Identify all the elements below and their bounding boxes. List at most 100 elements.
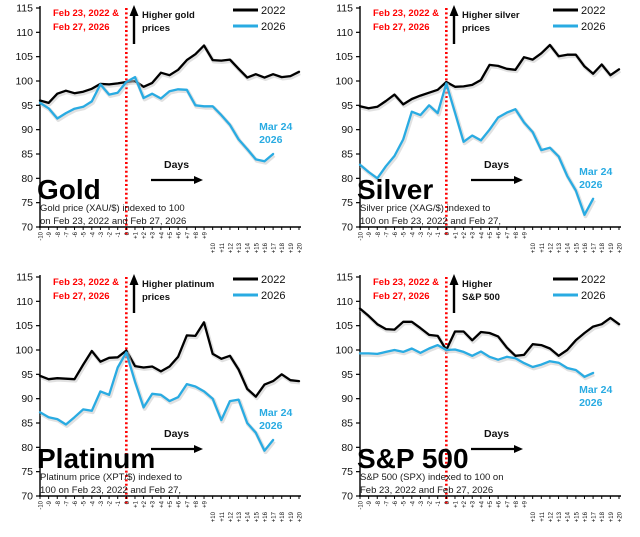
x-tick-label: -8 — [56, 500, 62, 506]
series-2026-line — [38, 351, 275, 452]
x-tick-label: -9 — [47, 500, 53, 506]
chart-subtitle-line: S&P 500 (SPX) indexed to 100 on — [360, 472, 503, 483]
higher-annotation-line: prices — [462, 23, 490, 34]
chart-subtitle-line: 100 on Feb 23, 2022 and Feb 27, — [360, 216, 501, 227]
x-tick-label: +13 — [557, 511, 563, 522]
x-tick-label: +12 — [548, 242, 554, 253]
series-shadow — [361, 344, 595, 381]
x-tick-label: +9 — [523, 231, 529, 239]
x-tick-label: -3 — [99, 500, 105, 506]
series-2022-line — [358, 43, 621, 110]
x-tick-label: +10 — [531, 242, 537, 253]
x-tick-label: -3 — [99, 231, 105, 237]
higher-annotation-line: prices — [142, 292, 170, 303]
days-label: Days — [164, 159, 189, 171]
y-tick-label: 85 — [341, 149, 353, 161]
x-tick-label: -9 — [47, 231, 53, 237]
endpoint-annotation-line: 2026 — [259, 420, 283, 432]
legend-label-2022: 2022 — [581, 5, 605, 17]
x-tick-label: +20 — [298, 511, 304, 522]
x-tick-label: +7 — [505, 231, 511, 239]
higher-annotation-line: prices — [142, 23, 170, 34]
x-tick-label: +20 — [298, 242, 304, 253]
x-tick-label: +11 — [540, 511, 546, 521]
x-tick-label: +20 — [618, 242, 624, 253]
legend-label-2022: 2022 — [261, 5, 285, 17]
x-tick-label: +20 — [618, 511, 624, 522]
series-2026-line — [38, 75, 275, 163]
x-tick-label: +18 — [280, 242, 286, 253]
event-annotation-line: Feb 23, 2022 & — [373, 8, 439, 19]
right-arrow-head-icon — [514, 445, 523, 453]
x-tick-label: +17 — [592, 242, 598, 253]
x-tick-label: +16 — [583, 511, 589, 522]
chart-title: Silver — [357, 174, 433, 205]
x-tick-label: +7 — [185, 500, 191, 508]
series-shadow — [39, 76, 276, 165]
x-tick-label: +15 — [574, 511, 580, 522]
x-tick-label: -6 — [73, 231, 79, 237]
x-tick-label: -1 — [116, 231, 122, 237]
y-tick-label: 75 — [341, 466, 353, 478]
y-tick-label: 110 — [16, 27, 33, 39]
x-tick-label: +6 — [177, 231, 183, 239]
chart-panel-sp500: 70 75 80 85 90 95 100 105 110 115 -10 -9 -8 -7 -6 -5 -4-… — [320, 269, 640, 537]
y-tick-label: 90 — [341, 124, 353, 136]
x-tick-label: +7 — [185, 231, 191, 239]
x-tick-label: +6 — [497, 500, 503, 508]
higher-annotation-line: Higher platinum — [142, 279, 214, 290]
x-tick-label: +17 — [272, 511, 278, 522]
y-tick-label: 75 — [21, 197, 33, 209]
x-tick-label: +1 — [133, 500, 139, 508]
x-tick-label: +1 — [453, 231, 459, 239]
x-tick-label: +14 — [246, 242, 252, 253]
y-tick-label: 70 — [341, 222, 353, 234]
y-tick-label: 95 — [341, 100, 353, 112]
x-tick-label: +2 — [142, 500, 148, 508]
right-arrow-head-icon — [194, 445, 203, 453]
chart-subtitle-line: Feb 23, 2022 and Feb 27, 2026 — [360, 485, 493, 496]
y-tick-label: 115 — [16, 272, 33, 284]
x-tick-label: -10 — [359, 500, 365, 509]
event-annotation-line: Feb 27, 2026 — [373, 291, 430, 302]
y-tick-label: 95 — [21, 100, 33, 112]
x-tick-label: +11 — [540, 242, 546, 252]
x-tick-label: -2 — [108, 500, 114, 506]
endpoint-annotation-line: 2026 — [579, 397, 603, 409]
x-tick-label: -2 — [428, 500, 434, 506]
y-tick-label: 80 — [21, 442, 33, 454]
y-tick-label: 100 — [335, 345, 353, 357]
x-tick-label: +5 — [168, 231, 174, 239]
x-tick-label: -9 — [367, 500, 373, 506]
x-tick-label: -1 — [116, 500, 122, 506]
x-tick-label: +10 — [531, 511, 537, 522]
x-tick-label: +3 — [151, 231, 157, 239]
x-tick-label: -9 — [367, 231, 373, 237]
x-tick-label: -5 — [82, 231, 88, 237]
x-tick-label: -3 — [419, 500, 425, 506]
chart-panel-silver: 70 75 80 85 90 95 100 105 110 115 -10 -9 -8 -7 -6 -5 -4-… — [320, 0, 640, 268]
y-tick-label: 95 — [341, 369, 353, 381]
y-tick-label: 105 — [335, 320, 353, 332]
y-tick-label: 90 — [21, 393, 33, 405]
x-tick-label: +5 — [488, 500, 494, 508]
x-tick-label: -5 — [402, 231, 408, 237]
x-tick-label: -6 — [393, 231, 399, 237]
x-tick-label: +14 — [566, 511, 572, 522]
legend-label-2022: 2022 — [581, 274, 605, 286]
x-tick-label: +8 — [514, 500, 520, 508]
endpoint-annotation-line: 2026 — [579, 179, 603, 191]
chart-panel-gold: 70 75 80 85 90 95 100 105 110 115 -10 -9 -8 -7 -6 -5 -4-… — [0, 0, 320, 268]
chart-title: Platinum — [37, 443, 155, 474]
y-tick-label: 100 — [335, 76, 353, 88]
x-tick-label: +5 — [488, 231, 494, 239]
higher-annotation-line: Higher silver — [462, 10, 520, 21]
y-tick-label: 90 — [21, 124, 33, 136]
x-tick-label: +2 — [462, 231, 468, 239]
up-arrow-head-icon — [129, 274, 139, 285]
chart-panel-platinum: 70 75 80 85 90 95 100 105 110 115 -10 -9 -8 -7 -6 -5 -4-… — [0, 269, 320, 537]
endpoint-annotation-line: Mar 24 — [259, 407, 292, 419]
x-tick-label: -4 — [90, 500, 96, 506]
event-annotation-line: Feb 27, 2026 — [53, 291, 110, 302]
